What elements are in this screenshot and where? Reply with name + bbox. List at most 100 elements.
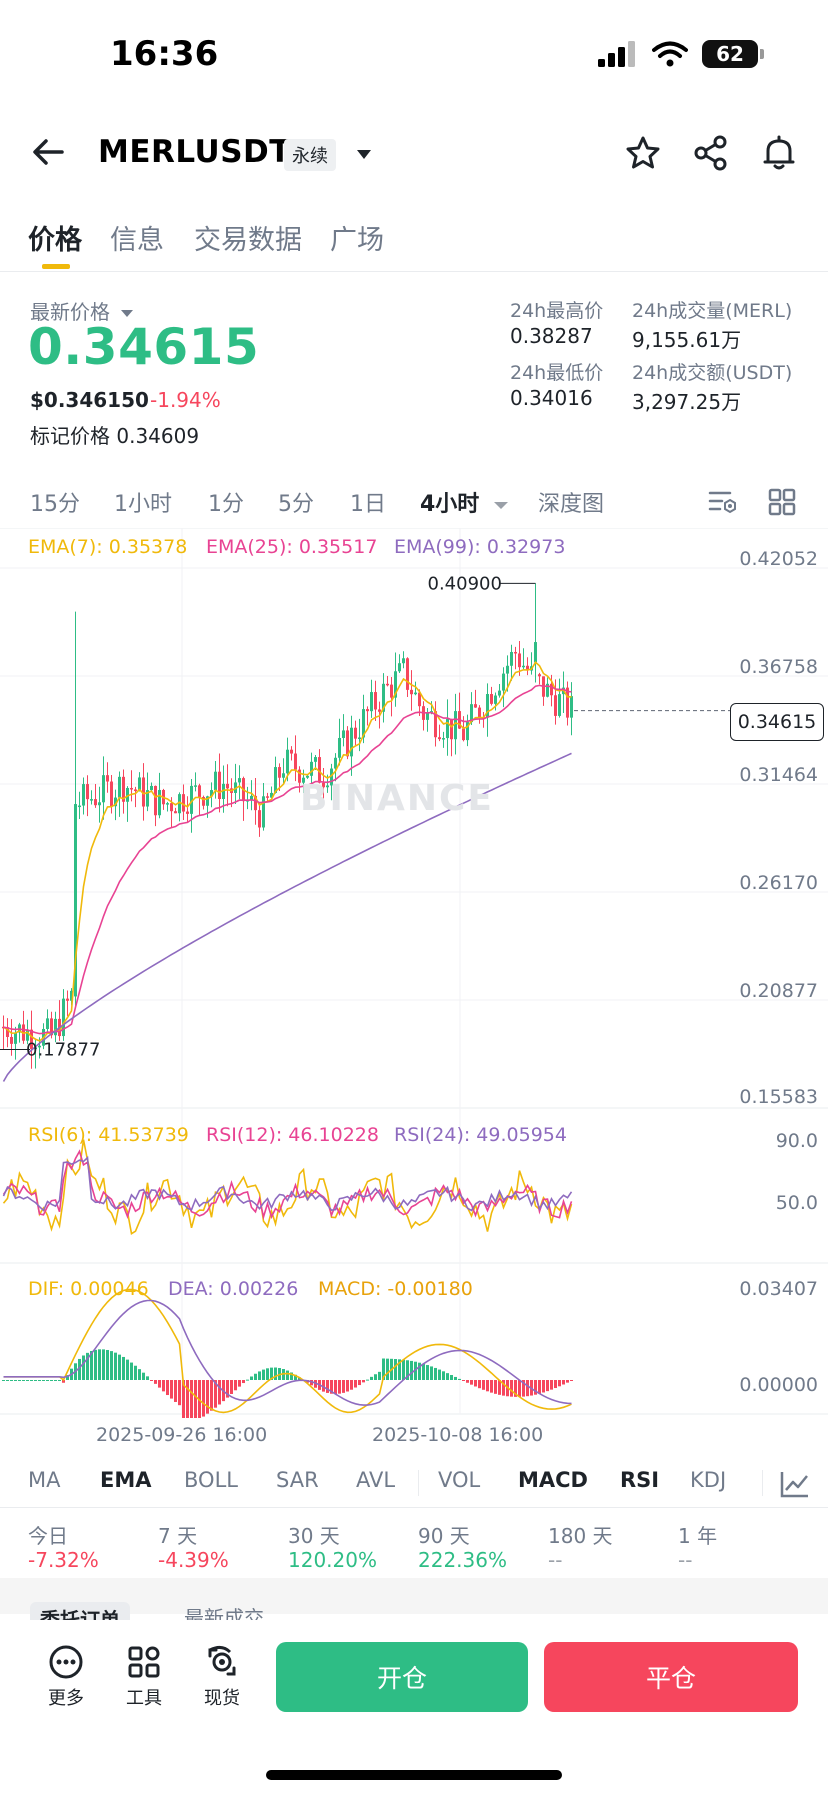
macd-histogram-bar (498, 1380, 501, 1395)
indicator-kdj[interactable]: KDJ (690, 1468, 727, 1492)
latest-price-label[interactable]: 最新价格 (30, 296, 134, 325)
macd-histogram-bar (142, 1372, 145, 1380)
tools-button[interactable]: 工具 (114, 1644, 174, 1710)
interval-1h[interactable]: 1小时 (114, 492, 172, 517)
interval-1m[interactable]: 1分 (208, 492, 244, 517)
macd-histogram-bar (426, 1365, 429, 1380)
candle-body (302, 777, 305, 783)
bell-icon[interactable] (760, 134, 798, 172)
candle-body (522, 665, 525, 668)
star-icon[interactable] (624, 134, 662, 172)
candle-body (402, 658, 405, 664)
macd-histogram-bar (34, 1380, 37, 1381)
tab-info[interactable]: 信息 (110, 225, 164, 256)
macd-histogram-bar (66, 1375, 69, 1380)
open-position-button[interactable]: 开仓 (276, 1642, 528, 1712)
candle-body (506, 665, 509, 674)
indicator-ema[interactable]: EMA (100, 1468, 152, 1492)
interval-4h[interactable]: 4小时 (420, 486, 509, 518)
macd-histogram-bar (266, 1368, 269, 1380)
macd-histogram-bar (534, 1380, 537, 1395)
indicator-avl[interactable]: AVL (356, 1468, 396, 1492)
macd-histogram-bar (90, 1350, 93, 1380)
candle-body (342, 730, 345, 738)
candle-body (370, 692, 373, 712)
interval-depth-chart[interactable]: 深度图 (538, 492, 605, 517)
share-icon[interactable] (692, 134, 730, 172)
candle-body (238, 778, 241, 783)
macd-histogram-bar (6, 1380, 9, 1381)
indicator-boll[interactable]: BOLL (184, 1468, 238, 1492)
interval-1d[interactable]: 1日 (350, 492, 386, 517)
candle-body (362, 709, 365, 738)
more-button[interactable]: 更多 (36, 1644, 96, 1710)
candle-body (158, 789, 161, 816)
candle-body (478, 707, 481, 718)
price-axis-label: 0.26170 (739, 872, 818, 894)
macd-histogram-bar (82, 1355, 85, 1380)
macd-histogram-bar (374, 1374, 377, 1380)
candle-body (98, 802, 101, 806)
candle-body (10, 1036, 13, 1044)
macd-histogram-bar (214, 1380, 217, 1408)
indicator-divider (418, 1470, 419, 1496)
macd-histogram-bar (442, 1371, 445, 1380)
perf-value: 222.36% (418, 1548, 507, 1572)
ema7-legend: EMA(7): 0.35378 (28, 536, 188, 558)
spot-button[interactable]: 现货 (192, 1644, 252, 1710)
indicator-rsi[interactable]: RSI (620, 1468, 660, 1492)
caret-down-icon[interactable] (354, 144, 374, 164)
candle-body (446, 718, 449, 739)
interval-15m[interactable]: 15分 (30, 492, 80, 517)
volume-usdt-value: 3,297.25万 (632, 390, 742, 414)
candle-body (350, 727, 353, 757)
candle-body (358, 737, 361, 739)
macd-histogram-bar (334, 1380, 337, 1394)
macd-histogram-bar (542, 1380, 545, 1393)
symbol-title[interactable]: MERLUSDT (98, 134, 291, 170)
interval-5m[interactable]: 5分 (278, 492, 314, 517)
macd-histogram-bar (62, 1380, 65, 1383)
indicator-vol[interactable]: VOL (438, 1468, 481, 1492)
x-axis-date: 2025-10-08 16:00 (372, 1424, 544, 1446)
candle-body (214, 771, 217, 791)
close-position-button[interactable]: 平仓 (544, 1642, 798, 1712)
chart-settings-icon[interactable] (708, 488, 738, 516)
macd-histogram-bar (406, 1360, 409, 1380)
macd-histogram-bar (398, 1359, 401, 1380)
candle-body (206, 796, 209, 806)
candle-body (74, 804, 77, 997)
tab-square[interactable]: 广场 (330, 225, 384, 256)
macd-histogram-bar (346, 1380, 349, 1392)
layout-grid-icon[interactable] (768, 488, 796, 516)
back-arrow-icon[interactable] (28, 132, 68, 172)
candle-body (106, 775, 109, 782)
indicator-ma[interactable]: MA (28, 1468, 61, 1492)
indicator-settings-icon[interactable] (780, 1470, 810, 1498)
macd-histogram-bar (202, 1380, 205, 1417)
tab-price[interactable]: 价格 (28, 225, 82, 256)
macd-histogram-bar (410, 1360, 413, 1380)
candle-body (138, 777, 141, 792)
macd-histogram-bar (386, 1358, 389, 1380)
perf-value: 120.20% (288, 1548, 377, 1572)
macd-histogram-bar (174, 1380, 177, 1402)
macd-histogram-bar (170, 1380, 173, 1399)
candle-body (154, 785, 157, 816)
candle-body (202, 797, 205, 806)
candle-body (174, 811, 177, 814)
rsi6-legend: RSI(6): 41.53739 (28, 1124, 189, 1146)
macd-histogram-bar (310, 1380, 313, 1386)
candle-body (182, 794, 185, 812)
macd-histogram-bar (122, 1356, 125, 1380)
candle-body (62, 998, 65, 1037)
tab-trading-data[interactable]: 交易数据 (194, 225, 302, 256)
candle-body (198, 785, 201, 798)
macd-histogram-bar (546, 1380, 549, 1392)
macd-histogram-bar (554, 1380, 557, 1389)
indicator-macd[interactable]: MACD (518, 1468, 588, 1492)
candle-body (50, 1018, 53, 1036)
price-chart[interactable]: 0.40900 0.17877 (0, 528, 828, 1418)
indicator-sar[interactable]: SAR (276, 1468, 319, 1492)
macd-histogram-bar (518, 1380, 521, 1397)
